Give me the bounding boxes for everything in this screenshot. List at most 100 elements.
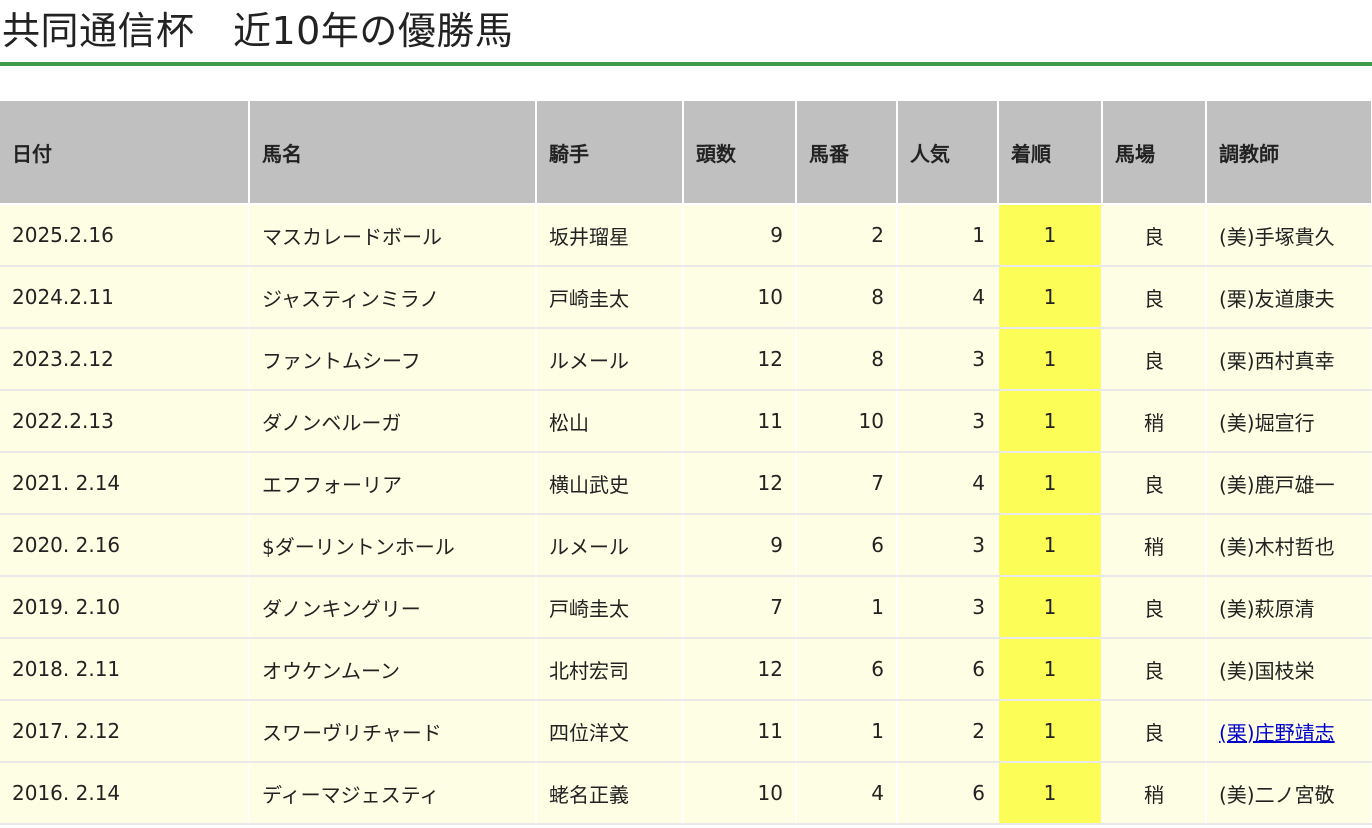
- cell-horse: オウケンムーン: [249, 638, 537, 701]
- cell-date: 2022.2.13: [0, 390, 250, 453]
- cell-date: 2020. 2.16: [0, 514, 250, 577]
- cell-runners: 10: [683, 762, 797, 825]
- header-runners: 頭数: [683, 101, 797, 205]
- cell-gate: 2: [796, 204, 898, 267]
- header-finish: 着順: [998, 101, 1103, 205]
- cell-trainer: (美)鹿戸雄一: [1206, 452, 1372, 515]
- cell-runners: 11: [683, 700, 797, 763]
- cell-track: 良: [1102, 266, 1207, 329]
- cell-date: 2025.2.16: [0, 204, 250, 267]
- header-popularity: 人気: [897, 101, 999, 205]
- cell-horse: $ダーリントンホール: [249, 514, 537, 577]
- cell-date: 2024.2.11: [0, 266, 250, 329]
- cell-runners: 12: [683, 638, 797, 701]
- cell-runners: 7: [683, 576, 797, 639]
- cell-date: 2019. 2.10: [0, 576, 250, 639]
- cell-runners: 9: [683, 514, 797, 577]
- cell-finish: 1: [998, 514, 1103, 577]
- cell-gate: 8: [796, 266, 898, 329]
- title-underline: [0, 62, 1372, 66]
- cell-runners: 9: [683, 204, 797, 267]
- cell-date: 2021. 2.14: [0, 452, 250, 515]
- cell-track: 良: [1102, 576, 1207, 639]
- table-row: 2022.2.13 ダノンベルーガ 松山 11 10 3 1 稍 (美)堀宣行: [0, 390, 1372, 453]
- cell-trainer: (栗)西村真幸: [1206, 328, 1372, 391]
- cell-popularity: 6: [897, 762, 999, 825]
- cell-popularity: 4: [897, 452, 999, 515]
- cell-jockey: ルメール: [536, 514, 684, 577]
- cell-jockey: 横山武史: [536, 452, 684, 515]
- cell-jockey: 蛯名正義: [536, 762, 684, 825]
- cell-horse: ダノンキングリー: [249, 576, 537, 639]
- cell-date: 2018. 2.11: [0, 638, 250, 701]
- cell-finish: 1: [998, 390, 1103, 453]
- cell-track: 良: [1102, 700, 1207, 763]
- cell-popularity: 6: [897, 638, 999, 701]
- table-row: 2020. 2.16 $ダーリントンホール ルメール 9 6 3 1 稍 (美)…: [0, 514, 1372, 577]
- cell-track: 稍: [1102, 514, 1207, 577]
- header-track: 馬場: [1102, 101, 1207, 205]
- cell-finish: 1: [998, 638, 1103, 701]
- cell-track: 良: [1102, 204, 1207, 267]
- cell-horse: スワーヴリチャード: [249, 700, 537, 763]
- cell-finish: 1: [998, 328, 1103, 391]
- cell-gate: 8: [796, 328, 898, 391]
- cell-runners: 10: [683, 266, 797, 329]
- cell-gate: 7: [796, 452, 898, 515]
- cell-gate: 4: [796, 762, 898, 825]
- page-title: 共同通信杯 近10年の優勝馬: [2, 9, 514, 53]
- cell-trainer: (美)萩原清: [1206, 576, 1372, 639]
- cell-horse: ディーマジェスティ: [249, 762, 537, 825]
- cell-runners: 12: [683, 452, 797, 515]
- winners-table: 日付 馬名 騎手 頭数 馬番 人気 着順 馬場 調教師 2025.2.16 マス…: [0, 101, 1372, 825]
- cell-trainer: (美)二ノ宮敬: [1206, 762, 1372, 825]
- cell-jockey: 戸崎圭太: [536, 576, 684, 639]
- table-row: 2025.2.16 マスカレードボール 坂井瑠星 9 2 1 1 良 (美)手塚…: [0, 204, 1372, 267]
- trainer-link[interactable]: (栗)庄野靖志: [1219, 720, 1335, 745]
- cell-jockey: 戸崎圭太: [536, 266, 684, 329]
- table-row: 2024.2.11 ジャスティンミラノ 戸崎圭太 10 8 4 1 良 (栗)友…: [0, 266, 1372, 329]
- cell-popularity: 1: [897, 204, 999, 267]
- table-row: 2016. 2.14 ディーマジェスティ 蛯名正義 10 4 6 1 稍 (美)…: [0, 762, 1372, 825]
- cell-popularity: 2: [897, 700, 999, 763]
- cell-date: 2017. 2.12: [0, 700, 250, 763]
- cell-finish: 1: [998, 762, 1103, 825]
- cell-trainer: (美)木村哲也: [1206, 514, 1372, 577]
- cell-jockey: 松山: [536, 390, 684, 453]
- cell-popularity: 3: [897, 390, 999, 453]
- cell-trainer: (美)国枝栄: [1206, 638, 1372, 701]
- cell-trainer: (美)手塚貴久: [1206, 204, 1372, 267]
- header-gate: 馬番: [796, 101, 898, 205]
- cell-track: 稍: [1102, 762, 1207, 825]
- cell-gate: 6: [796, 638, 898, 701]
- cell-horse: マスカレードボール: [249, 204, 537, 267]
- table-row: 2017. 2.12 スワーヴリチャード 四位洋文 11 1 2 1 良 (栗)…: [0, 700, 1372, 763]
- cell-popularity: 4: [897, 266, 999, 329]
- cell-horse: エフフォーリア: [249, 452, 537, 515]
- cell-trainer: (美)堀宣行: [1206, 390, 1372, 453]
- cell-jockey: 坂井瑠星: [536, 204, 684, 267]
- cell-horse: ダノンベルーガ: [249, 390, 537, 453]
- header-date: 日付: [0, 101, 250, 205]
- cell-horse: ジャスティンミラノ: [249, 266, 537, 329]
- cell-gate: 1: [796, 576, 898, 639]
- cell-finish: 1: [998, 576, 1103, 639]
- cell-finish: 1: [998, 204, 1103, 267]
- cell-jockey: ルメール: [536, 328, 684, 391]
- table-row: 2021. 2.14 エフフォーリア 横山武史 12 7 4 1 良 (美)鹿戸…: [0, 452, 1372, 515]
- cell-popularity: 3: [897, 514, 999, 577]
- cell-runners: 11: [683, 390, 797, 453]
- cell-track: 稍: [1102, 390, 1207, 453]
- cell-popularity: 3: [897, 576, 999, 639]
- cell-track: 良: [1102, 328, 1207, 391]
- table-header-row: 日付 馬名 騎手 頭数 馬番 人気 着順 馬場 調教師: [0, 101, 1372, 205]
- table-row: 2018. 2.11 オウケンムーン 北村宏司 12 6 6 1 良 (美)国枝…: [0, 638, 1372, 701]
- cell-jockey: 四位洋文: [536, 700, 684, 763]
- cell-date: 2016. 2.14: [0, 762, 250, 825]
- cell-gate: 1: [796, 700, 898, 763]
- cell-date: 2023.2.12: [0, 328, 250, 391]
- cell-trainer: (栗)庄野靖志: [1206, 700, 1372, 763]
- header-horse: 馬名: [249, 101, 537, 205]
- cell-trainer: (栗)友道康夫: [1206, 266, 1372, 329]
